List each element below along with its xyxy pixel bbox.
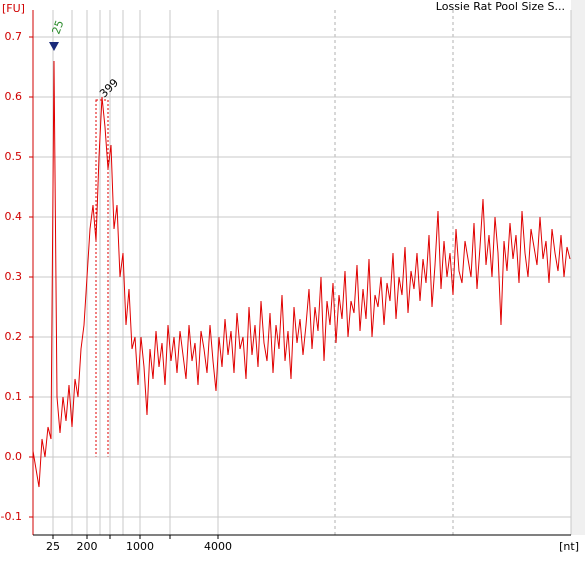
y-tick-label: 0.6: [5, 90, 23, 103]
x-tick-label: 25: [46, 540, 60, 553]
x-unit: [nt]: [559, 540, 579, 553]
trace: [32, 60, 571, 488]
peak-marker: [49, 42, 59, 51]
peak-label: 25: [49, 18, 66, 36]
x-tick-label: 1000: [126, 540, 154, 553]
y-tick-label: 0.2: [5, 330, 23, 343]
y-tick-label: -0.1: [1, 510, 22, 523]
x-tick-label: 4000: [204, 540, 232, 553]
chart-title: Lossie Rat Pool Size S...: [436, 0, 565, 13]
y-tick-label: 0.1: [5, 390, 23, 403]
y-tick-label: 0.4: [5, 210, 23, 223]
y-tick-label: 0.0: [5, 450, 23, 463]
y-tick-label: 0.7: [5, 30, 23, 43]
y-tick-label: 0.5: [5, 150, 23, 163]
right-margin: [571, 0, 585, 535]
y-unit: [FU]: [2, 2, 25, 15]
y-tick-label: 0.3: [5, 270, 23, 283]
x-tick-label: 200: [77, 540, 98, 553]
